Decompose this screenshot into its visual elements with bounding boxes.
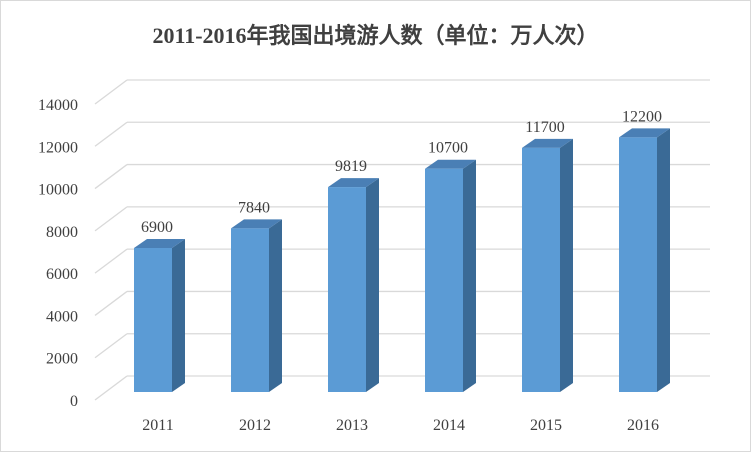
bar bbox=[522, 147, 560, 392]
bar-top bbox=[619, 128, 670, 138]
bar-side bbox=[366, 178, 379, 392]
bar bbox=[328, 187, 366, 392]
chart-title: 2011-2016年我国出境游人数（单位：万人次） bbox=[152, 23, 599, 48]
y-tick-label: 12000 bbox=[38, 139, 78, 156]
gridline-slant bbox=[94, 248, 128, 274]
data-label: 9819 bbox=[335, 158, 367, 175]
gridline-slant bbox=[94, 206, 128, 232]
y-tick-label: 4000 bbox=[46, 308, 78, 325]
x-tick-label: 2013 bbox=[336, 417, 368, 434]
bar-side bbox=[269, 219, 282, 392]
bar-side bbox=[172, 239, 185, 392]
data-label: 11700 bbox=[525, 119, 564, 136]
bar-top bbox=[134, 239, 185, 249]
data-label: 10700 bbox=[428, 140, 468, 157]
y-tick-label: 8000 bbox=[46, 224, 78, 241]
bar-side bbox=[657, 128, 670, 392]
gridline-slant bbox=[94, 164, 128, 190]
gridline-slant bbox=[94, 79, 128, 105]
bar bbox=[134, 248, 172, 392]
bar-side bbox=[463, 159, 476, 392]
x-tick-label: 2014 bbox=[433, 417, 465, 434]
y-tick-label: 6000 bbox=[46, 266, 78, 283]
y-tick-label: 10000 bbox=[38, 182, 78, 199]
bar-top bbox=[425, 159, 476, 169]
data-label: 12200 bbox=[622, 108, 662, 125]
bar bbox=[425, 168, 463, 392]
y-tick-label: 2000 bbox=[46, 351, 78, 368]
bar bbox=[231, 228, 269, 392]
y-tick-label: 0 bbox=[70, 393, 78, 410]
x-tick-label: 2015 bbox=[530, 417, 562, 434]
gridline-slant bbox=[94, 290, 128, 316]
gridline-slant bbox=[94, 333, 128, 359]
x-tick-label: 2012 bbox=[239, 417, 271, 434]
bar-top bbox=[231, 219, 282, 229]
gridline-slant bbox=[94, 121, 128, 147]
y-tick-label: 14000 bbox=[38, 97, 78, 114]
bar-side bbox=[560, 138, 573, 392]
x-tick-label: 2011 bbox=[142, 417, 173, 434]
data-label: 6900 bbox=[141, 219, 173, 236]
bar-top bbox=[522, 138, 573, 148]
x-tick-label: 2016 bbox=[627, 417, 659, 434]
data-label: 7840 bbox=[238, 199, 270, 216]
bar bbox=[619, 137, 657, 392]
gridline-slant bbox=[94, 375, 128, 401]
bar-top bbox=[328, 178, 379, 188]
